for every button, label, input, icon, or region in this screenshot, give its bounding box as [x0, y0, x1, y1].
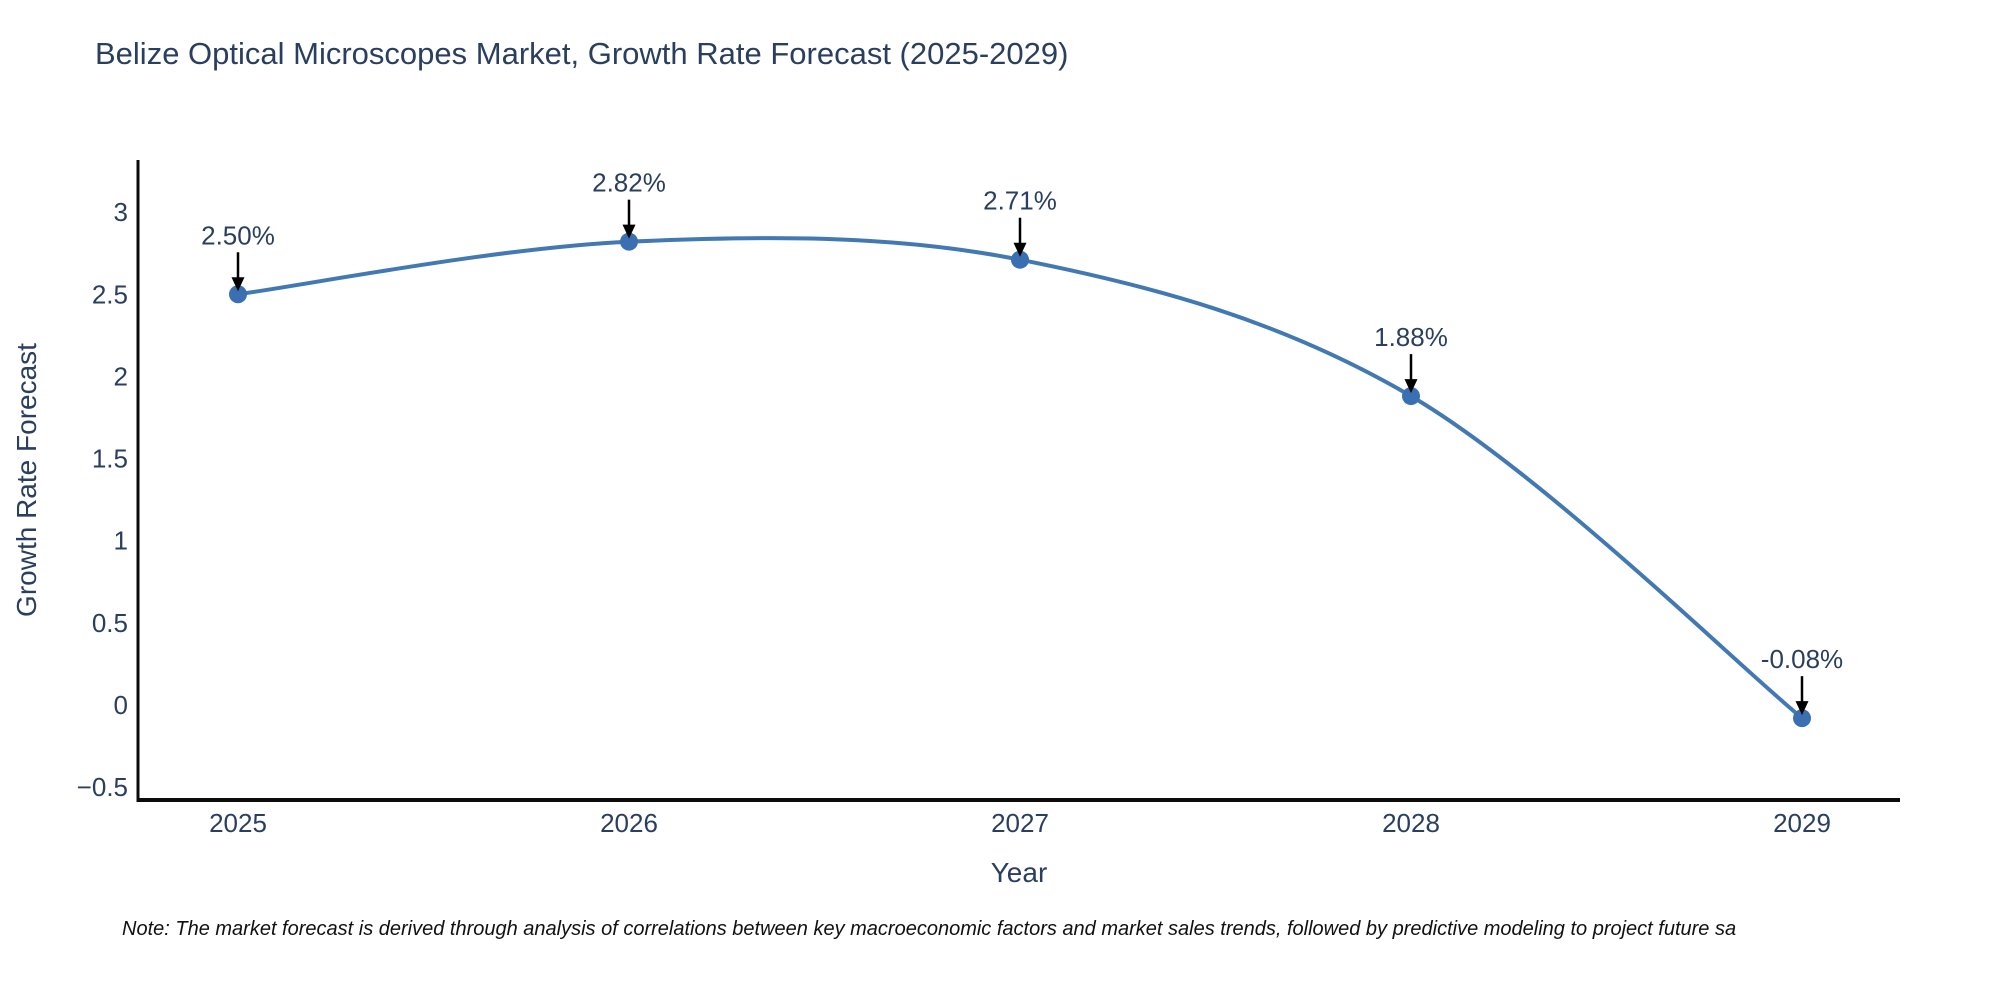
data-point-marker — [620, 232, 638, 251]
x-axis-title: Year — [991, 857, 1048, 888]
annotation-label: 2.50% — [201, 220, 275, 250]
x-tick-label: 2026 — [600, 808, 658, 838]
annotation-label: 1.88% — [1374, 322, 1448, 352]
annotation-arrowhead-icon — [622, 224, 636, 239]
y-tick-label: 1.5 — [92, 444, 128, 474]
data-point-marker — [1011, 250, 1029, 269]
annotation-arrowhead-icon — [1795, 701, 1809, 716]
data-point-marker — [229, 285, 247, 304]
y-axis-title: Growth Rate Forecast — [11, 343, 42, 617]
annotation-label: 2.82% — [592, 168, 666, 198]
y-tick-label: 0.5 — [92, 608, 128, 638]
y-tick-label: 1 — [114, 526, 128, 556]
x-tick-label: 2027 — [991, 808, 1049, 838]
y-tick-label: −0.5 — [77, 772, 128, 802]
y-tick-label: 0 — [114, 690, 128, 720]
y-tick-label: 3 — [114, 197, 128, 227]
x-tick-label: 2028 — [1382, 808, 1440, 838]
x-tick-label: 2025 — [209, 808, 267, 838]
y-tick-label: 2 — [114, 361, 128, 391]
data-point-marker — [1793, 709, 1811, 728]
chart-title: Belize Optical Microscopes Market, Growt… — [95, 36, 1069, 71]
annotation-arrowhead-icon — [1404, 379, 1418, 394]
y-tick-label: 2.5 — [92, 279, 128, 309]
x-tick-label: 2029 — [1773, 808, 1831, 838]
footnote: Note: The market forecast is derived thr… — [122, 918, 1737, 940]
annotation-arrowhead-icon — [1013, 242, 1027, 257]
trend-line — [236, 236, 1804, 721]
annotation-label: 2.71% — [983, 186, 1057, 216]
annotation-arrowhead-icon — [231, 277, 245, 292]
data-point-marker — [1402, 387, 1420, 406]
annotation-label: -0.08% — [1761, 644, 1843, 674]
